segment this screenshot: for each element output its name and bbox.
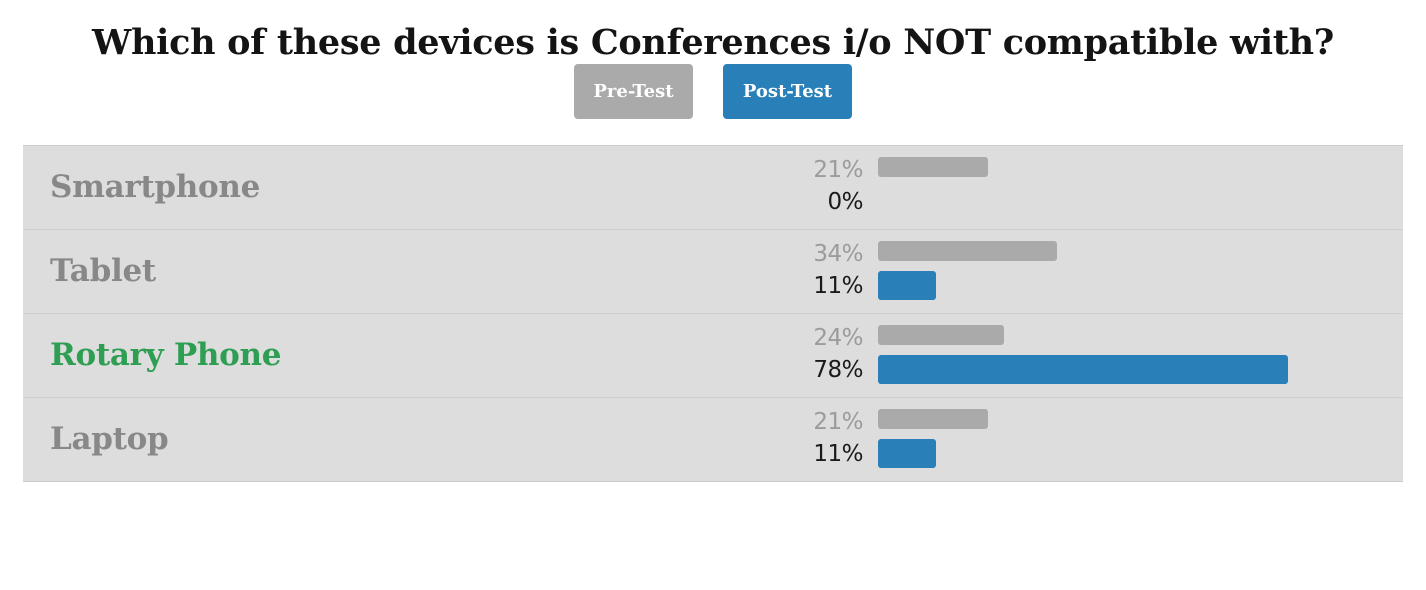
pre-test-bar bbox=[878, 241, 1057, 261]
post-test-bar bbox=[878, 271, 936, 300]
post-test-button[interactable]: Post-Test bbox=[723, 64, 852, 119]
pre-test-percent: 34% bbox=[813, 241, 863, 267]
answer-row: Smartphone 21% 0% bbox=[23, 146, 1403, 230]
answer-label: Smartphone bbox=[50, 169, 261, 205]
answer-row: Tablet 34% 11% bbox=[23, 230, 1403, 314]
pre-test-percent: 21% bbox=[813, 157, 863, 183]
pre-test-button[interactable]: Pre-Test bbox=[574, 64, 693, 119]
post-test-percent: 78% bbox=[813, 357, 863, 383]
post-test-percent: 0% bbox=[827, 189, 864, 215]
results-chart: Smartphone 21% 0% Tablet 34% 11% Rotary … bbox=[23, 145, 1403, 482]
post-test-percent: 11% bbox=[813, 441, 863, 467]
answer-label: Rotary Phone bbox=[50, 337, 282, 373]
pre-test-bar bbox=[878, 409, 989, 429]
pre-test-bar bbox=[878, 157, 989, 177]
pre-test-percent: 24% bbox=[813, 325, 863, 351]
answer-label: Laptop bbox=[50, 421, 169, 457]
post-test-percent: 11% bbox=[813, 273, 863, 299]
pre-test-percent: 21% bbox=[813, 409, 863, 435]
post-test-bar bbox=[878, 355, 1288, 384]
pre-test-bar bbox=[878, 325, 1004, 345]
post-test-bar bbox=[878, 439, 936, 468]
question-title: Which of these devices is Conferences i/… bbox=[91, 22, 1335, 63]
answer-label: Tablet bbox=[50, 253, 156, 289]
answer-row: Laptop 21% 11% bbox=[23, 398, 1403, 481]
answer-row: Rotary Phone 24% 78% bbox=[23, 314, 1403, 398]
